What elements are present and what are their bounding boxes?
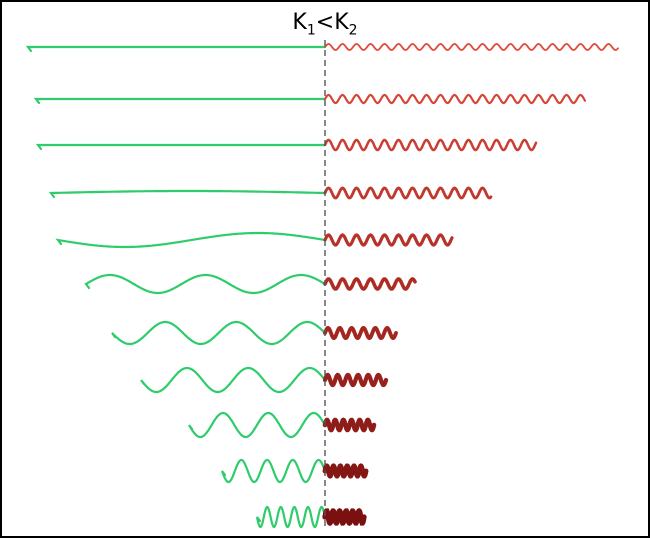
- left-wave-6: [84, 273, 327, 295]
- left-wave-8: [140, 366, 327, 394]
- k1-symbol: K: [292, 10, 307, 35]
- k2-subscript: 2: [348, 22, 358, 39]
- k1-subscript: 1: [306, 22, 316, 39]
- left-wave-4: [48, 189, 327, 199]
- right-waves-group: [322, 43, 619, 526]
- right-wave-2: [323, 93, 587, 105]
- right-wave-10: [322, 463, 369, 479]
- relation-symbol: <: [315, 10, 335, 35]
- left-wave-5: [55, 231, 327, 249]
- left-wave-11: [255, 505, 327, 529]
- left-wave-9: [188, 411, 327, 439]
- diagram-title: K1<K2: [2, 10, 648, 38]
- left-wave-10: [220, 458, 327, 484]
- left-wave-7: [111, 320, 327, 346]
- right-wave-1: [324, 43, 619, 51]
- right-wave-5: [323, 233, 454, 247]
- left-waves-group: [25, 45, 327, 529]
- left-wave-2: [33, 97, 327, 105]
- left-wave-1: [25, 45, 327, 53]
- right-wave-4: [323, 186, 493, 200]
- right-wave-7: [323, 326, 398, 340]
- right-wave-3: [323, 138, 538, 152]
- right-wave-8: [322, 372, 389, 388]
- k2-symbol: K: [334, 10, 349, 35]
- left-wave-3: [35, 143, 327, 151]
- right-wave-11: [322, 508, 367, 526]
- right-wave-9: [322, 417, 377, 433]
- right-wave-6: [323, 277, 417, 291]
